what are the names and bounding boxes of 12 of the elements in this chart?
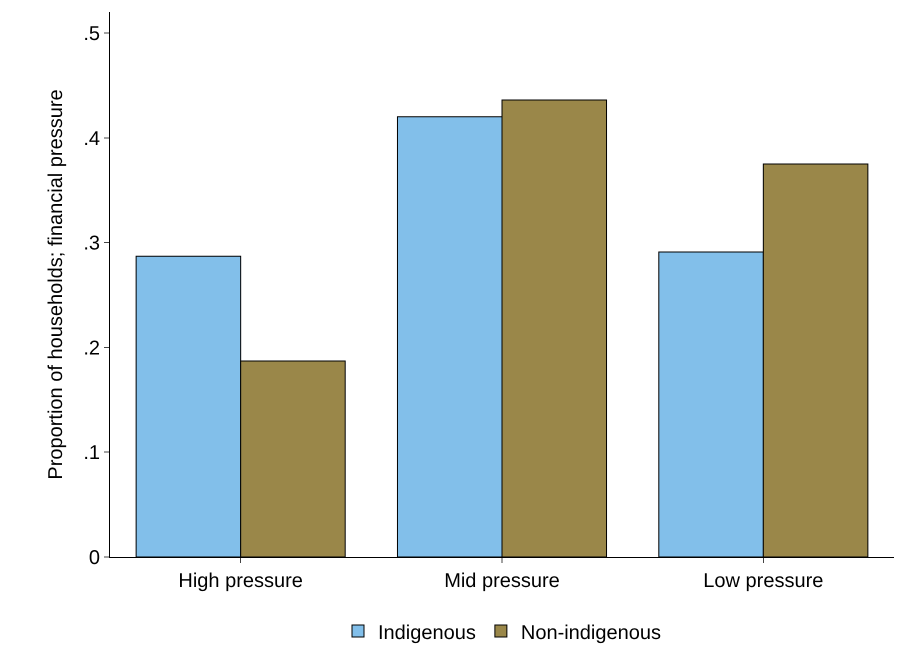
x-tick-label: High pressure <box>178 570 303 592</box>
y-tick-label: .1 <box>83 442 100 464</box>
x-tick-label: Mid pressure <box>444 570 560 592</box>
legend-label: Indigenous <box>378 622 476 644</box>
y-tick-label: .5 <box>83 22 100 45</box>
x-tick-label: Low pressure <box>703 570 824 592</box>
y-tick-label: .2 <box>83 337 100 360</box>
y-tick-label: 0 <box>88 547 100 569</box>
y-tick-label: .4 <box>83 128 100 150</box>
y-axis-title: Proportion of households; financial pressure <box>44 89 67 480</box>
y-tick-label: .3 <box>83 232 100 255</box>
legend-label: Non-indigenous <box>520 622 661 644</box>
